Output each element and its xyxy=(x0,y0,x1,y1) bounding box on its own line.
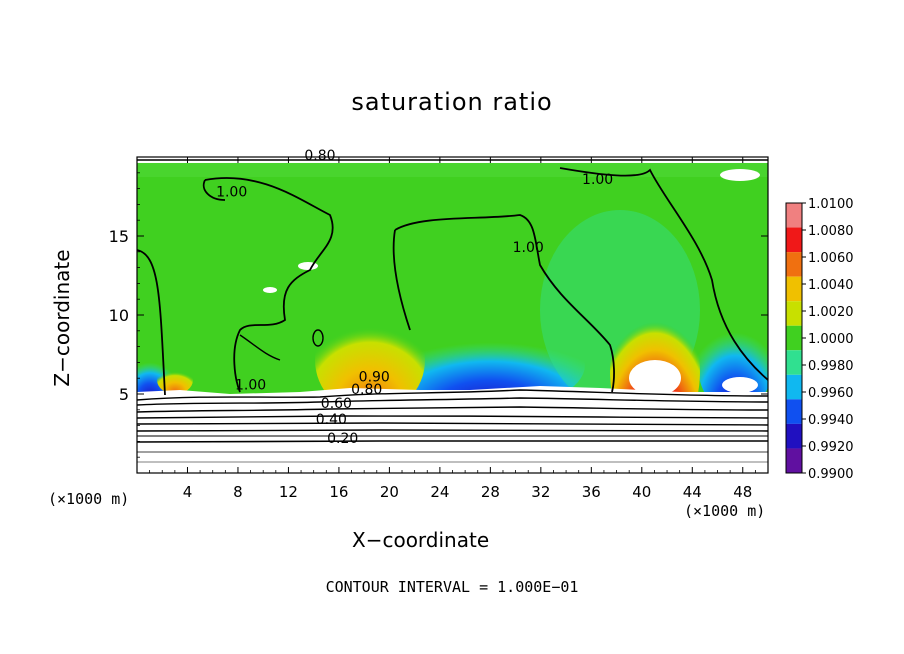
colorbar-swatch xyxy=(786,423,802,449)
contour-0-50 xyxy=(137,422,768,426)
colorbar-swatch xyxy=(786,399,802,424)
x-tick-label: 8 xyxy=(233,483,243,501)
contour-ring xyxy=(312,329,324,347)
x-tick-label: 44 xyxy=(683,483,702,501)
contour-interval-note: CONTOUR INTERVAL = 1.000E−01 xyxy=(325,578,579,596)
x-tick-label: 48 xyxy=(733,483,752,501)
contour-label: 0.80 xyxy=(351,382,382,398)
contour-labels: 0.801.001.001.001.00 0.900.800.600.400.20 xyxy=(216,148,613,447)
contour-0-60 xyxy=(137,415,768,419)
contour-0-20 xyxy=(137,440,768,443)
colorbar-label: 1.0040 xyxy=(808,278,854,293)
y-tick-label: 15 xyxy=(109,227,129,246)
x-tick-label: 28 xyxy=(481,483,500,501)
colorbar-label: 0.9980 xyxy=(808,359,854,374)
y-tick-label: 5 xyxy=(119,385,129,404)
x-tick-label: 20 xyxy=(380,483,399,501)
colorbar-swatch xyxy=(786,227,802,253)
y-tick-label: 10 xyxy=(109,306,129,325)
x-tick-label: 36 xyxy=(582,483,601,501)
x-unit-right: (×1000 m) xyxy=(684,502,766,520)
colorbar-swatch xyxy=(786,203,802,228)
contour-0-90 xyxy=(137,389,768,401)
warm-pocket-center xyxy=(315,305,425,415)
warm-pocket-left xyxy=(157,366,193,394)
contour-small xyxy=(239,334,281,361)
colorbar-label: 0.9900 xyxy=(808,467,854,482)
contour-0-70 xyxy=(137,406,768,413)
chart-title: saturation ratio xyxy=(351,88,553,116)
x-tick-label: 4 xyxy=(183,483,193,501)
white-patch-plume xyxy=(629,360,681,396)
contour-label: 0.40 xyxy=(316,412,347,428)
field-layer xyxy=(137,157,768,473)
white-patch-top xyxy=(720,169,760,181)
contour-label: 1.00 xyxy=(513,240,544,256)
x-tick-label: 16 xyxy=(329,483,348,501)
contour-west-loop xyxy=(202,179,226,201)
colorbar-label: 0.9960 xyxy=(808,386,854,401)
contour-0-80 xyxy=(137,397,768,406)
x-tick-label: 12 xyxy=(279,483,298,501)
contour-left xyxy=(137,249,166,396)
colorbar-swatch xyxy=(786,350,802,375)
x-axis-label: X−coordinate xyxy=(352,528,490,552)
colorbar: 1.0100 1.0080 1.0060 1.0040 1.0020 1.0000 0.99… xyxy=(785,197,854,482)
x-tick-label: 32 xyxy=(531,483,550,501)
colorbar-label: 1.0020 xyxy=(808,305,854,320)
colorbar-label: 1.0080 xyxy=(808,224,854,239)
colorbar-swatch xyxy=(786,252,802,277)
colorbar-label: 0.9920 xyxy=(808,440,854,455)
contour-label: 1.00 xyxy=(235,377,266,393)
colorbar-label: 0.9940 xyxy=(808,413,854,428)
colorbar-swatch xyxy=(786,276,802,302)
colorbar-swatch xyxy=(786,374,802,400)
contour-east xyxy=(559,167,768,381)
contour-mid-left xyxy=(392,229,411,331)
contour-0-40 xyxy=(137,429,768,432)
contour-label: 1.00 xyxy=(582,172,613,188)
contour-mid xyxy=(394,214,615,393)
colorbar-swatch xyxy=(786,301,802,326)
y-ticks: 5 10 15 xyxy=(109,172,768,458)
colorbar-label: 1.0060 xyxy=(808,251,854,266)
contour-label: 1.00 xyxy=(216,185,247,201)
x-ticks: 4 8 12 16 20 24 28 32 36 40 44 48 xyxy=(149,157,756,501)
colorbar-swatch xyxy=(786,325,802,351)
x-unit-left: (×1000 m) xyxy=(48,490,130,508)
contour-label: 0.20 xyxy=(327,431,358,447)
x-tick-label: 24 xyxy=(430,483,449,501)
contour-west xyxy=(204,177,334,393)
white-patch-b xyxy=(263,287,277,293)
colorbar-label: 1.0000 xyxy=(808,332,854,347)
contour-label: 0.60 xyxy=(321,396,352,412)
colorbar-label: 1.0100 xyxy=(808,197,854,212)
contour-lines xyxy=(137,159,768,463)
white-patch-right xyxy=(722,377,758,393)
colorbar-swatch xyxy=(786,448,802,473)
contour-label: 0.80 xyxy=(304,148,335,164)
contour-label: 0.90 xyxy=(359,369,390,385)
x-tick-label: 40 xyxy=(632,483,651,501)
